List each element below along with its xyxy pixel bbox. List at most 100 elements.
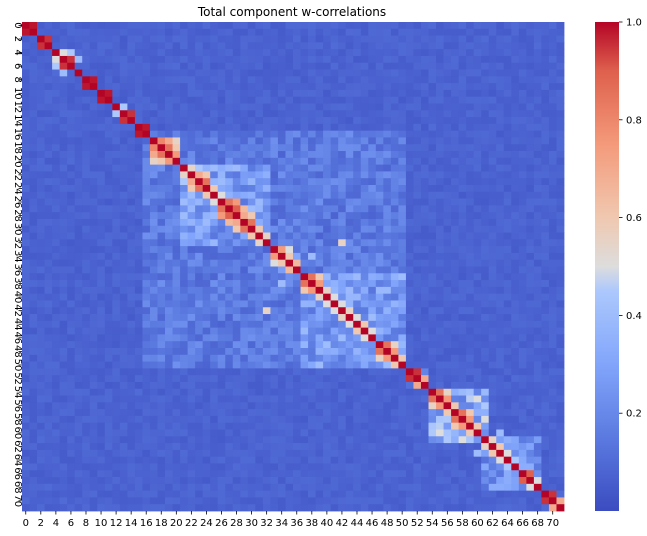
heatmap-cell (398, 409, 407, 417)
heatmap-cell (308, 218, 316, 227)
heatmap-cell (503, 103, 512, 111)
heatmap-cell (451, 110, 460, 118)
heatmap-cell (172, 218, 181, 227)
heatmap-cell (217, 164, 226, 172)
heatmap-cell (293, 286, 301, 295)
heatmap-cell (556, 49, 565, 57)
heatmap-cell (74, 259, 83, 267)
heatmap-cell (360, 28, 369, 36)
heatmap-cell (172, 409, 181, 417)
heatmap-cell (127, 157, 136, 166)
heatmap-cell (300, 273, 309, 281)
heatmap-cell (353, 83, 362, 91)
heatmap-cell (149, 490, 158, 498)
heatmap-cell (187, 334, 196, 342)
heatmap-cell (353, 334, 362, 342)
heatmap-cell (255, 293, 264, 301)
heatmap-cell (488, 368, 497, 376)
heatmap-cell (398, 300, 407, 308)
heatmap-cell (428, 300, 437, 308)
heatmap-cell (420, 164, 429, 172)
heatmap-cell (533, 388, 542, 396)
heatmap-cell (511, 314, 520, 322)
heatmap-cell (368, 123, 377, 132)
heatmap-cell (67, 218, 76, 227)
heatmap-cell (232, 381, 241, 390)
heatmap-cell (104, 123, 113, 132)
heatmap-cell (488, 259, 497, 267)
heatmap-cell (202, 456, 211, 464)
heatmap-cell (180, 76, 189, 84)
heatmap-cell (315, 307, 324, 315)
heatmap-cell (375, 429, 384, 437)
heatmap-cell (398, 205, 407, 213)
heatmap-cell (496, 415, 505, 424)
heatmap-cell (134, 178, 143, 186)
heatmap-cell (405, 69, 414, 77)
heatmap-cell (481, 307, 490, 315)
heatmap-cell (315, 137, 324, 145)
heatmap-cell (149, 22, 158, 30)
heatmap-cell (541, 49, 550, 57)
heatmap-cell (533, 42, 542, 50)
heatmap-cell (59, 76, 68, 84)
heatmap-cell (451, 164, 460, 172)
heatmap-cell (187, 55, 196, 64)
heatmap-cell (511, 327, 520, 335)
heatmap-cell (270, 130, 279, 138)
heatmap-cell (247, 327, 256, 335)
heatmap-cell (270, 35, 279, 43)
heatmap-cell (59, 191, 68, 199)
heatmap-cell (315, 422, 324, 430)
heatmap-cell (368, 76, 377, 84)
heatmap-cell (413, 409, 422, 417)
heatmap-cell (413, 22, 422, 30)
heatmap-cell (390, 429, 399, 437)
heatmap-cell (270, 42, 279, 50)
heatmap-cell (518, 449, 527, 458)
heatmap-cell (315, 232, 324, 240)
heatmap-cell (360, 348, 369, 356)
heatmap-cell (217, 205, 226, 213)
heatmap-cell (390, 409, 399, 417)
heatmap-cell (526, 89, 535, 98)
heatmap-cell (548, 42, 557, 50)
heatmap-cell (481, 144, 490, 152)
heatmap-cell (420, 96, 429, 104)
heatmap-cell (488, 185, 497, 193)
heatmap-cell (390, 205, 399, 213)
heatmap-cell (383, 293, 392, 301)
heatmap-cell (383, 280, 392, 288)
heatmap-cell (533, 28, 542, 36)
heatmap-cell (360, 361, 369, 369)
heatmap-cell (277, 212, 286, 220)
heatmap-cell (481, 341, 490, 349)
heatmap-cell (232, 185, 241, 193)
heatmap-cell (428, 334, 437, 342)
heatmap-cell (398, 157, 407, 166)
heatmap-cell (277, 157, 286, 166)
heatmap-cell (202, 62, 211, 70)
heatmap-cell (270, 171, 279, 179)
heatmap-cell (104, 83, 113, 91)
heatmap-cell (293, 293, 301, 301)
heatmap-cell (52, 225, 61, 233)
heatmap-cell (172, 436, 181, 444)
heatmap-cell (202, 89, 211, 98)
heatmap-cell (511, 62, 520, 70)
heatmap-cell (375, 218, 384, 227)
heatmap-cell (353, 381, 362, 390)
heatmap-cell (82, 415, 91, 424)
heatmap-cell (172, 402, 181, 410)
heatmap-cell (360, 483, 369, 492)
heatmap-cell (360, 218, 369, 227)
heatmap-cell (398, 76, 407, 84)
heatmap-cell (368, 348, 377, 356)
heatmap-cell (104, 293, 113, 301)
heatmap-cell (134, 144, 143, 152)
heatmap-cell (59, 415, 68, 424)
heatmap-cell (375, 171, 384, 179)
heatmap-cell (533, 259, 542, 267)
heatmap-cell (44, 123, 53, 132)
